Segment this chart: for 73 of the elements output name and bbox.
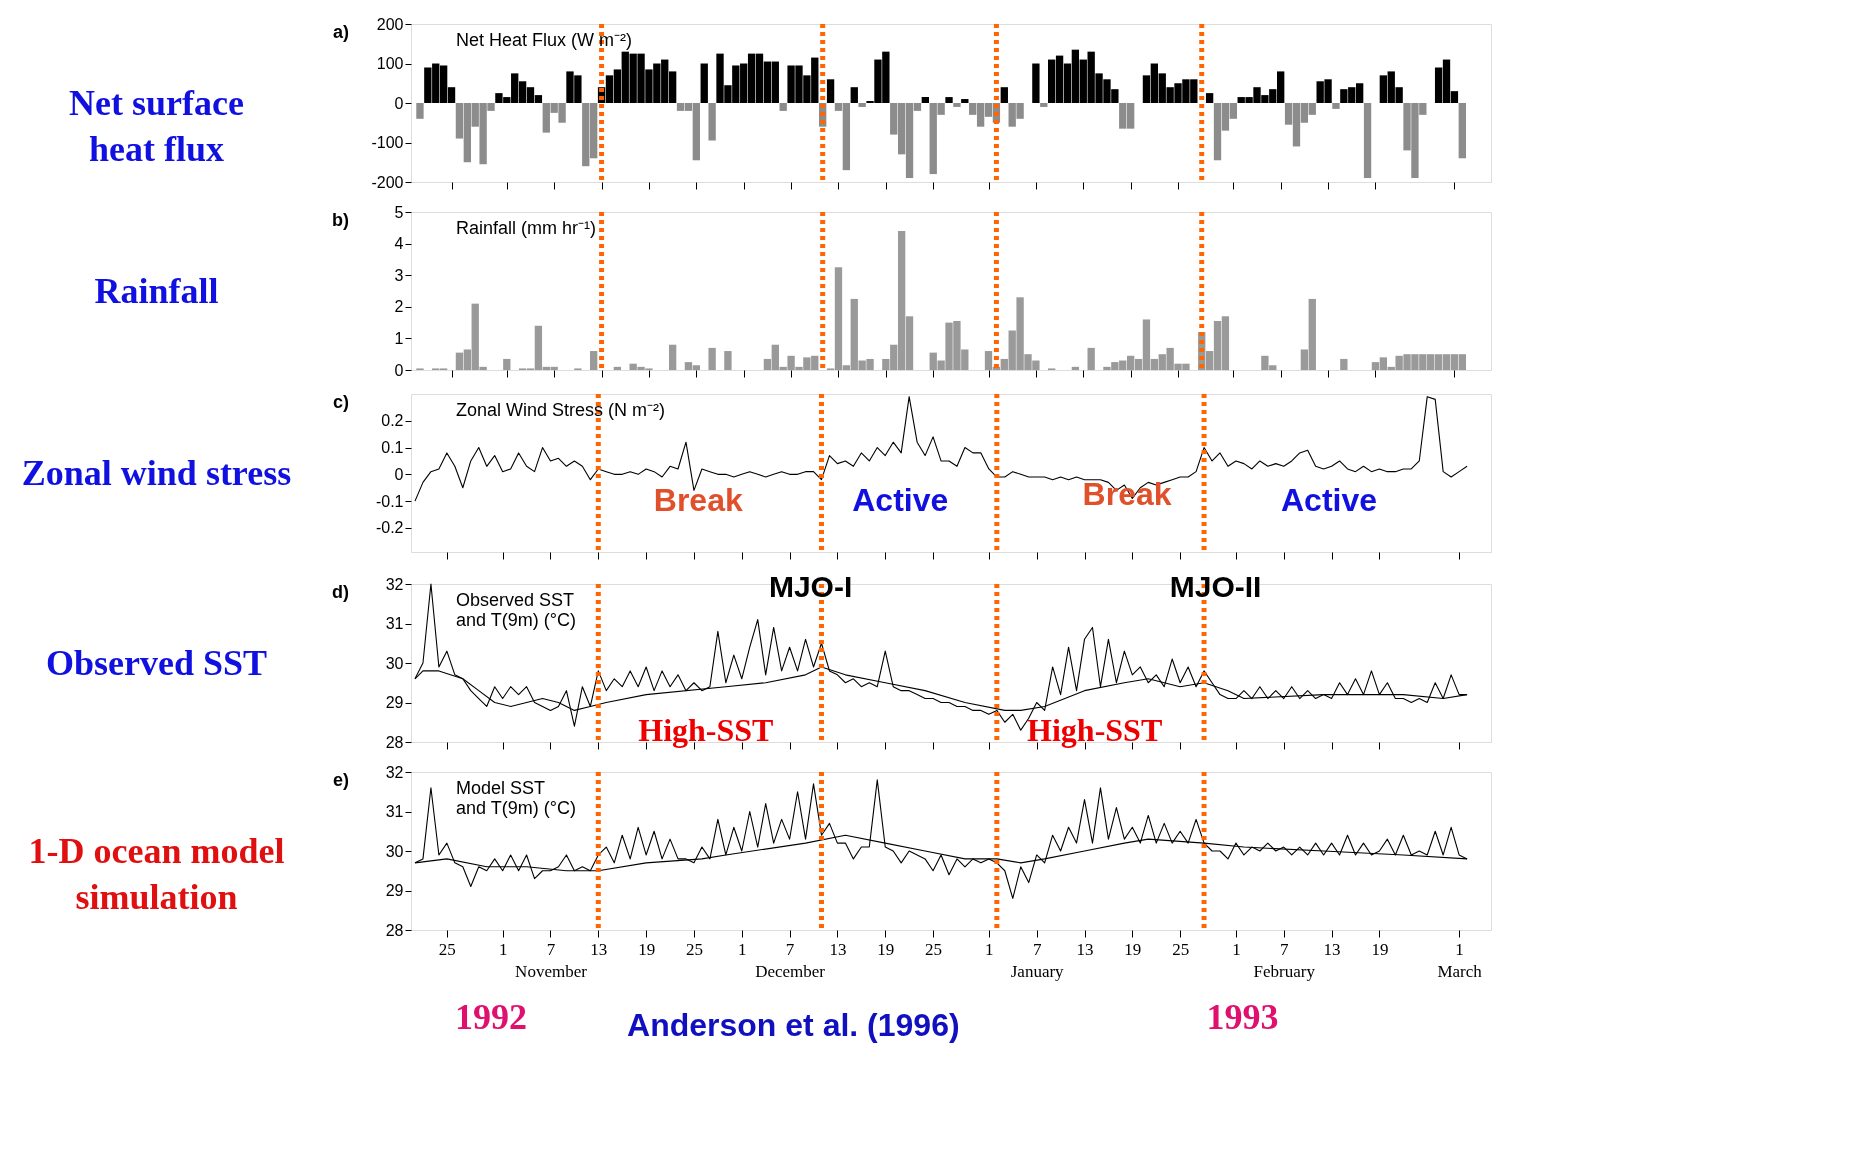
y-tick-label: 3 bbox=[394, 266, 404, 284]
y-tick-label: 0 bbox=[394, 94, 404, 112]
y-tick-label: 31 bbox=[385, 615, 404, 632]
x-tick-label: 25 bbox=[438, 939, 456, 959]
text: Observed SST and T(9m) (°C) bbox=[456, 590, 576, 630]
x-tick-label: 25 bbox=[685, 939, 703, 959]
text: c) bbox=[332, 392, 349, 412]
annotation: High-SST bbox=[1027, 711, 1163, 748]
y-tick-label: 1 bbox=[394, 329, 404, 347]
annotation: MJO-II bbox=[1169, 570, 1262, 603]
text: e) bbox=[332, 770, 349, 790]
x-tick-label: 13 bbox=[590, 939, 608, 959]
y-tick-label: 30 bbox=[385, 654, 404, 672]
x-tick-label: 25 bbox=[1172, 939, 1190, 959]
text: b) bbox=[332, 210, 349, 230]
y-axis-title: 1-D ocean model simulation bbox=[28, 830, 285, 917]
y-tick-label: 29 bbox=[385, 694, 404, 711]
y-tick-label: 32 bbox=[385, 575, 404, 593]
y-axis-title: Net surface heat flux bbox=[69, 82, 244, 169]
annotation: MJO-I bbox=[768, 570, 853, 603]
text: Model SST and T(9m) (°C) bbox=[456, 778, 576, 818]
y-tick-label: 32 bbox=[385, 763, 404, 781]
y-tick-label: 2 bbox=[394, 298, 404, 316]
annotation: Break bbox=[653, 482, 743, 519]
chart-title: Net Heat Flux (W m⁻²) bbox=[456, 30, 633, 50]
text: Anderson et al. (1996) bbox=[627, 1007, 960, 1043]
text: 1992 bbox=[454, 997, 527, 1037]
y-tick-label: -200 bbox=[371, 173, 404, 191]
x-tick-label: 19 bbox=[1371, 939, 1389, 959]
annotation: Active bbox=[1280, 482, 1378, 519]
annotation: Break bbox=[1082, 476, 1172, 513]
text: d) bbox=[332, 582, 349, 602]
y-tick-label: 5 bbox=[394, 203, 404, 221]
y-tick-label: -0.1 bbox=[375, 492, 404, 510]
x-tick-label: 1 bbox=[985, 939, 994, 959]
y-tick-label: 28 bbox=[385, 921, 404, 939]
x-tick-label: 7 February bbox=[1253, 939, 1316, 981]
annotation: Active bbox=[852, 482, 949, 519]
x-tick-label: 13 bbox=[1323, 939, 1341, 959]
x-tick-label: 7 January bbox=[1010, 939, 1065, 981]
y-tick-label: 200 bbox=[376, 15, 404, 33]
y-tick-label: 100 bbox=[376, 55, 404, 72]
y-tick-label: 0 bbox=[394, 361, 404, 379]
chart-title: Zonal Wind Stress (N m⁻²) bbox=[456, 400, 666, 420]
x-tick-label: 19 bbox=[877, 939, 895, 959]
y-tick-label: 31 bbox=[385, 803, 404, 820]
text: a) bbox=[332, 22, 349, 42]
y-tick-label: 29 bbox=[385, 882, 404, 899]
x-tick-label: 13 bbox=[1076, 939, 1094, 959]
y-tick-label: 0 bbox=[394, 465, 404, 483]
y-axis-title: Rainfall bbox=[94, 270, 219, 311]
x-tick-label: 25 bbox=[925, 939, 943, 959]
x-tick-label: 19 bbox=[1124, 939, 1142, 959]
chart-title: Rainfall (mm hr⁻¹) bbox=[456, 218, 597, 238]
x-tick-label: 1 bbox=[498, 939, 508, 959]
x-tick-label: 19 bbox=[638, 939, 656, 959]
y-tick-label: -100 bbox=[371, 134, 404, 151]
text: 1993 bbox=[1206, 997, 1279, 1037]
annotation: High-SST bbox=[638, 711, 774, 748]
y-tick-label: 4 bbox=[394, 235, 404, 253]
y-axis-title: Observed SST bbox=[45, 642, 268, 683]
y-tick-label: 30 bbox=[385, 842, 404, 860]
x-tick-label: 7 November bbox=[515, 939, 588, 981]
x-tick-label: 1 bbox=[738, 939, 747, 959]
x-tick-label: 1 March bbox=[1437, 939, 1483, 981]
x-tick-label: 13 bbox=[829, 939, 847, 959]
x-tick-label: 1 bbox=[1232, 939, 1241, 959]
y-axis-title: Zonal wind stress bbox=[21, 452, 292, 493]
y-tick-label: 0.2 bbox=[381, 412, 404, 430]
y-tick-label: 28 bbox=[385, 733, 404, 751]
y-tick-label: -0.2 bbox=[375, 519, 404, 537]
x-tick-label: 7 December bbox=[755, 939, 826, 981]
y-tick-label: 0.1 bbox=[381, 439, 404, 457]
